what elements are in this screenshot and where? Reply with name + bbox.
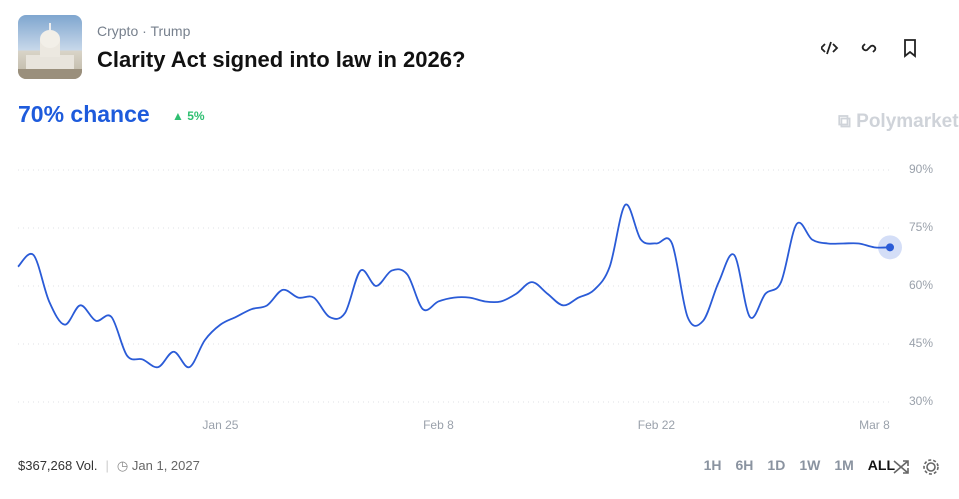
chart-tools: [893, 459, 939, 475]
bookmark-icon[interactable]: [904, 39, 916, 58]
x-tick-label: Feb 8: [423, 418, 454, 432]
brand: ⧉ Polymarket: [838, 111, 959, 132]
y-tick-label: 45%: [909, 336, 933, 350]
category[interactable]: Trump: [150, 23, 191, 39]
actions: [821, 39, 916, 58]
range-button[interactable]: 1W: [799, 457, 821, 473]
range-button[interactable]: 1H: [703, 457, 722, 473]
breadcrumb: Crypto · Trump: [97, 23, 191, 39]
y-tick-label: 90%: [909, 162, 933, 176]
y-tick-label: 30%: [909, 394, 933, 408]
meta: $367,268 Vol. | ◷ Jan 1, 2027: [18, 458, 200, 473]
x-tick-label: Mar 8: [859, 418, 890, 432]
change-value: 5%: [187, 109, 205, 123]
volume: $367,268 Vol.: [18, 458, 98, 473]
category[interactable]: Crypto: [97, 23, 139, 39]
range-button[interactable]: ALL: [867, 457, 895, 473]
x-tick-label: Jan 25: [202, 418, 238, 432]
link-icon[interactable]: [861, 43, 877, 53]
shuffle-icon[interactable]: [893, 460, 909, 474]
chart: 30% 45% 60% 75% 90% Jan 25 Feb 8 Feb 22 Mar 8: [17, 162, 933, 432]
embed-icon[interactable]: [821, 41, 839, 55]
y-tick-label: 75%: [909, 220, 933, 234]
capitol-icon: [18, 23, 82, 79]
market-title: Clarity Act signed into law in 2026?: [97, 47, 466, 72]
range-button[interactable]: 6H: [735, 457, 754, 473]
end-dot: [886, 243, 894, 252]
brand-name: Polymarket: [856, 111, 959, 132]
range-button[interactable]: 1M: [834, 457, 854, 473]
x-tick-label: Feb 22: [638, 418, 676, 432]
market-image: [18, 15, 82, 79]
price-line: [17, 203, 891, 369]
y-tick-label: 60%: [909, 278, 933, 292]
end-date: Jan 1, 2027: [131, 458, 200, 473]
change: ▲ 5%: [172, 109, 205, 123]
settings-icon[interactable]: [926, 462, 936, 472]
chance: 70% chance: [18, 101, 150, 127]
range-selector: 1H 6H 1D 1W 1M ALL: [690, 457, 895, 473]
range-button[interactable]: 1D: [767, 457, 786, 473]
